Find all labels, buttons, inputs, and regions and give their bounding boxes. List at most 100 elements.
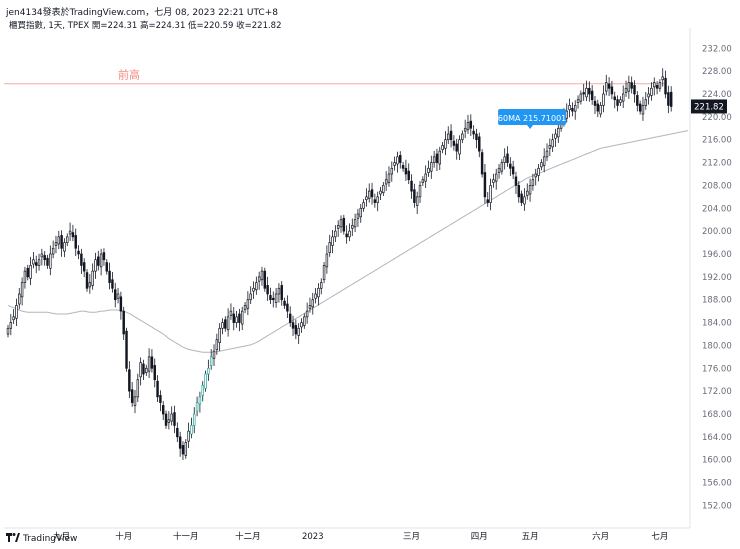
candle-body <box>37 259 41 266</box>
y-tick-label: 172.00 <box>702 387 732 397</box>
candle-body <box>633 85 636 95</box>
y-tick-label: 168.00 <box>702 410 732 420</box>
candle-body <box>500 162 504 172</box>
candle-body <box>511 166 515 175</box>
candle-body <box>574 105 577 112</box>
candle-body <box>447 133 450 141</box>
candle-body <box>249 293 252 301</box>
candle-body <box>441 145 444 151</box>
candle-body <box>238 313 241 323</box>
candle-body <box>283 300 286 306</box>
candle-body <box>82 262 86 272</box>
candle-body <box>455 143 458 152</box>
candle-body <box>415 196 419 206</box>
candle-body <box>540 162 543 168</box>
candle-body <box>653 82 656 88</box>
candle-body <box>630 82 633 89</box>
candle-body <box>599 105 602 115</box>
candle-body <box>571 107 574 112</box>
candle-body <box>224 319 227 329</box>
y-tick-label: 228.00 <box>702 67 732 77</box>
candle-body <box>297 327 300 336</box>
candle-body <box>492 179 495 183</box>
candle-body <box>421 179 425 183</box>
candle-body <box>314 293 317 299</box>
candle-body <box>582 92 585 95</box>
candle-body <box>483 172 487 198</box>
candle-body <box>523 196 526 205</box>
x-tick-label: 三月 <box>403 532 420 542</box>
candle-body <box>6 327 10 335</box>
candle-body <box>142 363 145 375</box>
candle-body <box>77 250 80 255</box>
candle-body <box>362 202 365 209</box>
candle-body <box>370 189 374 198</box>
candle-body <box>161 405 165 415</box>
candle-body <box>636 95 639 106</box>
candle-body <box>554 133 557 139</box>
candle-body <box>85 272 89 289</box>
x-tick-label: 九月 <box>53 532 70 542</box>
candle-body <box>551 139 554 148</box>
y-tick-label: 152.00 <box>702 501 732 511</box>
candle-body <box>15 305 18 319</box>
candle-body <box>266 285 269 295</box>
y-tick-label: 192.00 <box>702 273 732 283</box>
candle-body <box>215 339 219 351</box>
x-tick-label: 七月 <box>651 532 668 542</box>
candle-body <box>664 77 667 95</box>
candle-body <box>274 293 278 303</box>
candle-body <box>114 289 117 301</box>
candle-body <box>331 236 334 246</box>
candle-body <box>367 190 371 199</box>
candle-body <box>125 330 128 369</box>
candle-body <box>658 82 662 89</box>
candle-body <box>650 87 653 96</box>
candle-body <box>153 365 156 381</box>
candle-body <box>300 322 303 328</box>
chart-header-publisher: jen4134發表於TradingView.com，七月 08, 2023 22… <box>6 8 278 18</box>
candle-body <box>373 199 377 203</box>
candle-body <box>23 270 27 283</box>
candle-body <box>458 139 461 155</box>
candle-body <box>280 285 283 301</box>
x-tick-label: 十月 <box>115 531 132 542</box>
chart-header-ohlc: 櫃買指數, 1天, TPEX 開=224.31 高=224.31 低=220.5… <box>9 21 282 31</box>
candle-body <box>557 127 560 138</box>
x-tick-label: 十一月 <box>173 531 199 542</box>
candle-body <box>472 130 475 135</box>
candle-body <box>184 442 188 456</box>
candle-body <box>277 287 281 295</box>
tradingview-logo-icon <box>6 533 20 545</box>
candle-body <box>517 185 521 198</box>
candle-body <box>176 427 179 438</box>
candle-body <box>178 436 182 449</box>
candle-body <box>401 165 405 169</box>
candle-body <box>198 396 202 405</box>
candle-body <box>257 276 261 282</box>
candle-body <box>190 425 193 435</box>
candle-body <box>568 105 571 111</box>
candle-body <box>449 130 453 141</box>
candle-body <box>365 196 368 201</box>
candle-body <box>91 270 94 286</box>
tradingview-brand[interactable]: TradingView <box>6 533 77 545</box>
y-tick-label: 160.00 <box>702 456 732 466</box>
candle-body <box>596 103 600 112</box>
y-tick-label: 224.00 <box>702 90 732 100</box>
candle-body <box>181 445 185 455</box>
candle-body <box>624 87 628 93</box>
candle-body <box>49 253 52 269</box>
candle-body <box>526 190 529 196</box>
y-tick-label: 212.00 <box>702 159 732 169</box>
candle-body <box>342 217 346 232</box>
candle-body <box>534 173 537 178</box>
candle-body <box>334 230 337 238</box>
candle-body <box>410 180 413 192</box>
candle-body <box>376 196 379 203</box>
candle-body <box>506 153 509 163</box>
candle-body <box>413 189 416 203</box>
candle-body <box>122 310 125 335</box>
y-tick-label: 180.00 <box>702 341 732 351</box>
y-tick-label: 200.00 <box>702 227 732 237</box>
